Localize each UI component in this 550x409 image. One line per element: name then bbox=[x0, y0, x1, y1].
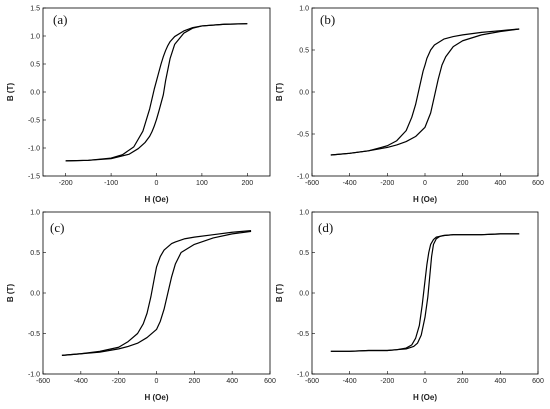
x-axis-label: H (Oe) bbox=[145, 195, 169, 204]
x-tick-label: 0 bbox=[423, 180, 427, 187]
x-axis-ticks: -200 -100 0 100 200 bbox=[59, 173, 253, 187]
x-axis-ticks: -600 -400 -200 0 200 400 600 bbox=[36, 371, 276, 385]
hysteresis-loop bbox=[330, 28, 520, 156]
y-tick-label: -1.5 bbox=[28, 174, 40, 181]
x-tick-label: -200 bbox=[380, 180, 394, 187]
x-tick-label: -600 bbox=[305, 180, 319, 187]
hysteresis-loop bbox=[65, 23, 248, 162]
y-axis-ticks: -1.5 -1.0 -0.5 0.0 0.5 1.0 1.5 bbox=[28, 6, 46, 181]
x-tick-label: -100 bbox=[104, 180, 118, 187]
y-tick-label: 0.5 bbox=[299, 48, 309, 55]
x-tick-label: 400 bbox=[226, 378, 238, 385]
y-tick-label: 0.5 bbox=[299, 250, 309, 257]
y-axis-ticks: -1.0 -0.5 0.0 0.5 1.0 bbox=[297, 210, 315, 379]
panel-a: -200 -100 0 100 200 -1.5 -1.0 -0.5 0.0 0.5 1.0 1.5… bbox=[6, 6, 271, 204]
x-axis-ticks: -600 -400 -200 0 200 400 600 bbox=[305, 173, 544, 187]
y-tick-label: 1.0 bbox=[30, 34, 40, 41]
x-tick-label: 0 bbox=[155, 378, 159, 385]
x-axis-label: H (Oe) bbox=[145, 393, 169, 402]
y-axis-label: B (T) bbox=[275, 284, 284, 303]
y-tick-label: 1.0 bbox=[30, 210, 40, 217]
panel-label: (a) bbox=[53, 12, 67, 27]
descending-branch-line bbox=[330, 233, 520, 352]
y-tick-label: -1.0 bbox=[28, 146, 40, 153]
x-tick-label: -200 bbox=[112, 378, 126, 385]
panel-label: (b) bbox=[320, 12, 335, 27]
y-axis-ticks: -1.0 -0.5 0.0 0.5 1.0 bbox=[28, 210, 46, 379]
x-tick-label: 200 bbox=[457, 378, 469, 385]
y-axis-label: B (T) bbox=[275, 83, 284, 102]
y-tick-label: -1.0 bbox=[28, 372, 40, 379]
y-tick-label: -0.5 bbox=[297, 331, 309, 338]
ascending-branch-line bbox=[330, 28, 520, 156]
plot-frame bbox=[311, 211, 539, 375]
panel-label: (d) bbox=[318, 220, 333, 235]
y-tick-label: 0.0 bbox=[30, 291, 40, 298]
panel-b: -600 -400 -200 0 200 400 600 -1.0 -0.5 0.0 0.5 1.0… bbox=[275, 6, 544, 205]
y-tick-label: 1.5 bbox=[30, 6, 40, 13]
y-tick-label: -1.0 bbox=[297, 174, 309, 181]
y-axis-label: B (T) bbox=[6, 83, 15, 102]
descending-branch-line bbox=[61, 230, 252, 356]
x-tick-label: 0 bbox=[155, 180, 159, 187]
ascending-branch-line bbox=[330, 233, 520, 352]
hysteresis-loop bbox=[61, 230, 252, 356]
y-axis-ticks: -1.0 -0.5 0.0 0.5 1.0 bbox=[297, 6, 315, 181]
x-tick-label: -400 bbox=[74, 378, 88, 385]
y-tick-label: 0.0 bbox=[299, 291, 309, 298]
ascending-branch-line bbox=[61, 230, 252, 356]
descending-branch-line bbox=[330, 28, 520, 156]
x-axis-ticks: -600 -400 -200 0 200 400 600 bbox=[305, 371, 544, 385]
x-tick-label: 600 bbox=[532, 180, 544, 187]
ascending-branch-line bbox=[65, 23, 248, 162]
x-axis-label: H (Oe) bbox=[413, 393, 437, 402]
y-tick-label: -0.5 bbox=[297, 132, 309, 139]
hysteresis-loop bbox=[330, 233, 520, 352]
plot-frame bbox=[311, 7, 539, 177]
y-tick-label: 0.0 bbox=[299, 90, 309, 97]
y-tick-label: -0.5 bbox=[28, 331, 40, 338]
x-tick-label: 600 bbox=[264, 378, 276, 385]
x-tick-label: -600 bbox=[36, 378, 50, 385]
x-tick-label: 100 bbox=[196, 180, 208, 187]
x-tick-label: 200 bbox=[188, 378, 200, 385]
x-tick-label: 0 bbox=[423, 378, 427, 385]
y-tick-label: -0.5 bbox=[28, 118, 40, 125]
plot-frame bbox=[42, 211, 271, 375]
x-tick-label: -400 bbox=[343, 378, 357, 385]
x-tick-label: 600 bbox=[532, 378, 544, 385]
x-tick-label: 200 bbox=[241, 180, 253, 187]
x-tick-label: 200 bbox=[457, 180, 469, 187]
panel-label: (c) bbox=[50, 220, 64, 235]
x-tick-label: -200 bbox=[59, 180, 73, 187]
y-tick-label: 1.0 bbox=[299, 6, 309, 13]
plot-frame bbox=[42, 7, 271, 177]
descending-branch-line bbox=[65, 23, 248, 162]
y-tick-label: 1.0 bbox=[299, 210, 309, 217]
panel-c: -600 -400 -200 0 200 400 600 -1.0 -0.5 0.0 0.5 1.0… bbox=[6, 210, 276, 403]
x-axis-label: H (Oe) bbox=[413, 195, 437, 204]
y-tick-label: 0.5 bbox=[30, 250, 40, 257]
x-tick-label: 400 bbox=[494, 378, 506, 385]
x-tick-label: -600 bbox=[305, 378, 319, 385]
x-tick-label: -200 bbox=[380, 378, 394, 385]
y-axis-label: B (T) bbox=[6, 284, 15, 303]
x-tick-label: -400 bbox=[343, 180, 357, 187]
y-tick-label: -1.0 bbox=[297, 372, 309, 379]
y-tick-label: 0.5 bbox=[30, 62, 40, 69]
x-tick-label: 400 bbox=[494, 180, 506, 187]
panel-d: -600 -400 -200 0 200 400 600 -1.0 -0.5 0.0 0.5 1.0… bbox=[275, 210, 544, 403]
y-tick-label: 0.0 bbox=[30, 90, 40, 97]
